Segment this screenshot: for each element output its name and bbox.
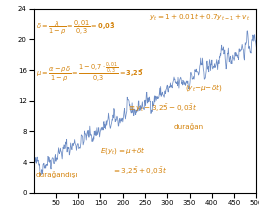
- Text: $y_t = 1 + 0.01t + 0.7y_{t-1} + v_t$: $y_t = 1 + 0.01t + 0.7y_{t-1} + v_t$: [149, 12, 251, 23]
- Text: $\delta = \dfrac{\lambda}{1-\rho} = \dfrac{0{,}01}{0{,}3} = \mathbf{0{,}0\bar{3}: $\delta = \dfrac{\lambda}{1-\rho} = \dfr…: [36, 19, 115, 37]
- Text: durağandışı: durağandışı: [36, 171, 78, 178]
- Text: $(y_t{-}\mu{-}\delta t)$: $(y_t{-}\mu{-}\delta t)$: [185, 82, 223, 93]
- Text: durağan: durağan: [174, 123, 204, 130]
- Text: $= 3{,}2\bar{5} + 0{,}0\bar{3}t$: $= 3{,}2\bar{5} + 0{,}0\bar{3}t$: [112, 165, 167, 177]
- Text: $\equiv y_t - 3{,}2\bar{5} - 0{,}0\bar{3}t$: $\equiv y_t - 3{,}2\bar{5} - 0{,}0\bar{3…: [127, 102, 198, 114]
- Text: $\mu = \dfrac{\alpha-\rho\delta}{1-\rho} = \dfrac{1-0{,}7\cdot\frac{0{,}01}{0{,}: $\mu = \dfrac{\alpha-\rho\delta}{1-\rho}…: [36, 60, 144, 84]
- Text: $E\left(y_t\right){=}\mu{+}\delta t$: $E\left(y_t\right){=}\mu{+}\delta t$: [100, 145, 146, 156]
